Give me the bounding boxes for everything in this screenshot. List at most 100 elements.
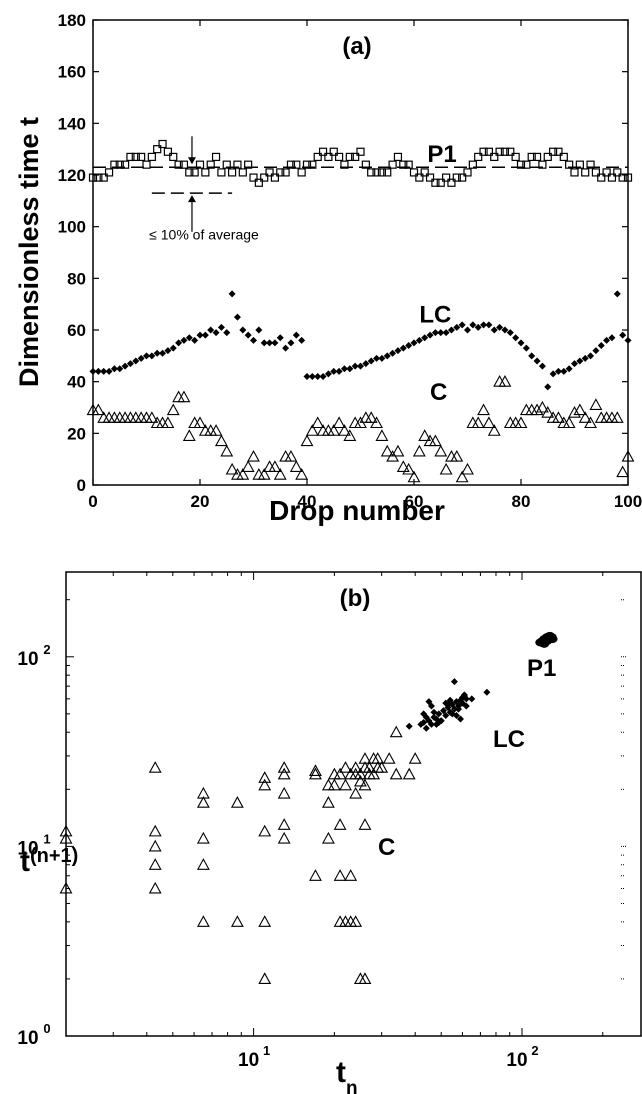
point-p1 bbox=[281, 168, 290, 177]
point-lc bbox=[435, 719, 443, 727]
point-c bbox=[530, 403, 544, 416]
y-tick-label: 40 bbox=[67, 373, 86, 392]
point-p1 bbox=[94, 173, 103, 182]
point-p1 bbox=[623, 173, 633, 182]
point-c bbox=[311, 416, 325, 429]
point-lc bbox=[143, 352, 150, 360]
point-lc bbox=[576, 357, 584, 365]
point-c bbox=[134, 411, 148, 423]
point-c bbox=[258, 972, 272, 984]
point-c bbox=[188, 416, 202, 429]
point-p1 bbox=[115, 160, 124, 169]
point-c bbox=[327, 424, 341, 436]
point-p1 bbox=[335, 152, 344, 162]
point-p1 bbox=[345, 152, 354, 162]
point-p1 bbox=[270, 173, 279, 182]
point-c bbox=[349, 761, 363, 773]
point-lc bbox=[255, 326, 263, 334]
y-tick-label: 140 bbox=[58, 114, 86, 133]
point-lc bbox=[420, 710, 428, 718]
point-c bbox=[193, 416, 207, 429]
point-lc bbox=[196, 331, 204, 339]
point-p1 bbox=[548, 147, 558, 156]
point-c bbox=[252, 468, 266, 480]
point-c bbox=[498, 375, 512, 387]
point-lc bbox=[533, 357, 541, 365]
y-tick-label: 0 bbox=[77, 476, 86, 495]
point-lc bbox=[148, 352, 156, 360]
point-lc bbox=[110, 365, 118, 373]
point-p1 bbox=[559, 152, 568, 162]
point-lc bbox=[571, 360, 578, 368]
point-lc bbox=[378, 354, 386, 362]
point-c bbox=[471, 416, 485, 429]
point-p1 bbox=[286, 160, 296, 169]
point-lc bbox=[442, 329, 450, 337]
y-tick-exponent: 1 bbox=[43, 831, 50, 846]
point-lc bbox=[100, 367, 108, 375]
point-lc bbox=[362, 360, 370, 368]
point-lc bbox=[450, 678, 458, 686]
point-lc bbox=[426, 331, 434, 339]
point-c bbox=[140, 411, 153, 423]
point-c bbox=[166, 403, 180, 416]
point-lc bbox=[228, 290, 236, 298]
point-p1 bbox=[126, 152, 135, 162]
point-lc bbox=[89, 367, 97, 375]
point-c bbox=[309, 869, 322, 881]
point-p1 bbox=[500, 147, 510, 156]
point-p1 bbox=[302, 160, 312, 169]
x-tick-exponent: 2 bbox=[531, 1043, 538, 1058]
point-lc bbox=[549, 370, 557, 378]
point-p1 bbox=[233, 160, 242, 169]
point-lc bbox=[303, 373, 311, 380]
point-lc bbox=[522, 344, 530, 352]
point-p1 bbox=[468, 160, 477, 169]
point-c bbox=[327, 778, 341, 791]
point-lc bbox=[159, 349, 167, 357]
point-p1 bbox=[329, 147, 338, 156]
point-lc bbox=[324, 370, 332, 378]
point-lc bbox=[180, 336, 188, 344]
point-lc bbox=[116, 365, 124, 373]
y-tick-label: 10 2 bbox=[17, 642, 50, 670]
point-c bbox=[258, 915, 272, 927]
point-lc bbox=[94, 367, 102, 375]
point-c bbox=[156, 416, 169, 429]
point-c bbox=[268, 460, 282, 472]
point-lc bbox=[603, 336, 611, 344]
point-c bbox=[209, 424, 223, 436]
point-c bbox=[277, 761, 291, 773]
point-c bbox=[408, 752, 422, 764]
x-tick-exponent: 1 bbox=[263, 1043, 270, 1058]
x-tick-label: 80 bbox=[512, 492, 531, 511]
point-c bbox=[258, 771, 272, 783]
point-p1 bbox=[447, 178, 456, 187]
point-c bbox=[332, 416, 346, 429]
point-c bbox=[289, 460, 303, 472]
point-p1 bbox=[324, 152, 333, 162]
y-tick-exponent: 2 bbox=[43, 642, 50, 657]
point-lc bbox=[346, 365, 354, 373]
point-lc bbox=[624, 336, 632, 344]
point-lc bbox=[420, 719, 428, 727]
point-c bbox=[182, 429, 196, 441]
point-p1 bbox=[190, 168, 199, 177]
point-p1 bbox=[137, 152, 146, 162]
point-p1 bbox=[110, 160, 119, 169]
point-c bbox=[349, 915, 363, 927]
point-c bbox=[503, 416, 517, 429]
point-c bbox=[300, 434, 314, 447]
point-p1 bbox=[297, 168, 306, 177]
point-p1 bbox=[201, 168, 210, 177]
point-c bbox=[402, 767, 416, 780]
point-lc bbox=[292, 331, 300, 339]
point-p1 bbox=[506, 147, 515, 156]
point-p1 bbox=[222, 160, 231, 169]
point-lc bbox=[137, 354, 145, 362]
point-p1 bbox=[393, 152, 403, 162]
point-c bbox=[562, 416, 576, 429]
point-c bbox=[600, 411, 614, 423]
point-c bbox=[380, 444, 394, 457]
point-c bbox=[573, 403, 587, 416]
